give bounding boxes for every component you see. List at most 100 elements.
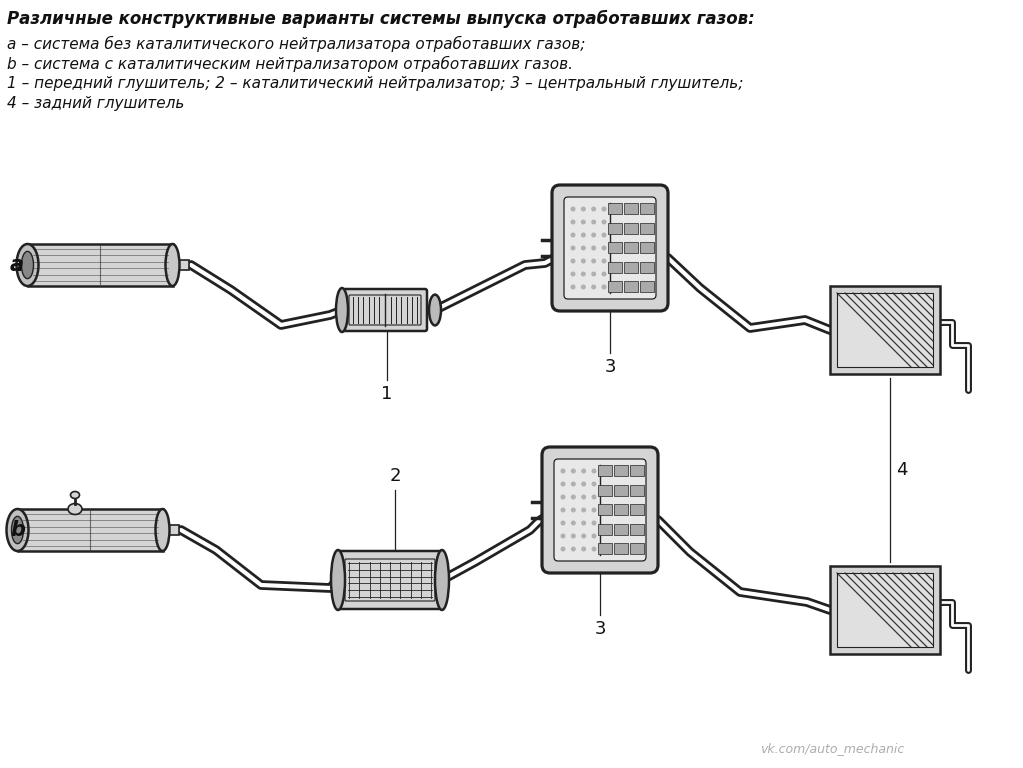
Ellipse shape <box>581 495 586 499</box>
Ellipse shape <box>591 495 596 499</box>
Ellipse shape <box>591 272 596 276</box>
Ellipse shape <box>429 295 441 326</box>
Bar <box>598 485 612 495</box>
Ellipse shape <box>581 534 586 538</box>
Bar <box>630 485 644 495</box>
Text: b – система с каталитическим нейтрализатором отработавших газов.: b – система с каталитическим нейтрализат… <box>7 56 573 72</box>
Text: b: b <box>10 520 25 540</box>
Bar <box>598 504 612 515</box>
Ellipse shape <box>561 547 566 551</box>
Ellipse shape <box>71 492 80 498</box>
Ellipse shape <box>581 468 586 474</box>
Text: 3: 3 <box>605 358 616 376</box>
Ellipse shape <box>11 516 24 544</box>
Ellipse shape <box>561 534 566 538</box>
Ellipse shape <box>581 246 586 250</box>
Text: 4 – задний глушитель: 4 – задний глушитель <box>7 96 184 111</box>
Ellipse shape <box>571 220 576 224</box>
Text: Различные конструктивные варианты системы выпуска отработавших газов:: Различные конструктивные варианты систем… <box>7 10 755 28</box>
Ellipse shape <box>571 207 576 211</box>
Bar <box>608 281 622 292</box>
Ellipse shape <box>581 482 586 486</box>
Ellipse shape <box>571 534 576 538</box>
Ellipse shape <box>591 284 596 290</box>
Ellipse shape <box>561 521 566 525</box>
Bar <box>614 504 628 515</box>
Ellipse shape <box>571 284 576 290</box>
Ellipse shape <box>591 547 596 551</box>
Text: 3: 3 <box>594 620 606 638</box>
Ellipse shape <box>6 509 29 551</box>
Bar <box>640 261 654 273</box>
Ellipse shape <box>602 246 607 250</box>
Ellipse shape <box>591 233 596 237</box>
Ellipse shape <box>21 251 34 279</box>
Ellipse shape <box>581 284 586 290</box>
Ellipse shape <box>581 220 586 224</box>
Ellipse shape <box>602 220 607 224</box>
Ellipse shape <box>581 272 586 276</box>
Ellipse shape <box>68 504 82 515</box>
Bar <box>17 509 163 551</box>
Ellipse shape <box>591 468 596 474</box>
Bar <box>598 524 612 535</box>
Bar <box>630 465 644 476</box>
Ellipse shape <box>581 508 586 512</box>
Ellipse shape <box>561 468 566 474</box>
FancyBboxPatch shape <box>343 289 427 331</box>
Ellipse shape <box>591 508 596 512</box>
Bar <box>630 504 644 515</box>
Bar <box>614 543 628 554</box>
Bar <box>837 293 933 367</box>
Text: 2: 2 <box>389 467 401 485</box>
Ellipse shape <box>602 207 607 211</box>
Bar <box>630 524 644 535</box>
FancyBboxPatch shape <box>554 459 646 561</box>
Bar <box>171 260 188 270</box>
Ellipse shape <box>571 246 576 250</box>
Bar <box>630 543 644 554</box>
Bar <box>598 465 612 476</box>
Ellipse shape <box>581 233 586 237</box>
Bar <box>624 242 638 253</box>
FancyBboxPatch shape <box>337 551 443 609</box>
Ellipse shape <box>16 244 39 286</box>
Bar <box>614 465 628 476</box>
Ellipse shape <box>155 509 170 551</box>
Ellipse shape <box>166 244 179 286</box>
Ellipse shape <box>591 482 596 486</box>
Ellipse shape <box>602 284 607 290</box>
FancyBboxPatch shape <box>564 197 656 299</box>
Ellipse shape <box>591 207 596 211</box>
Ellipse shape <box>591 534 596 538</box>
Ellipse shape <box>571 468 576 474</box>
Bar <box>640 223 654 233</box>
Ellipse shape <box>571 482 576 486</box>
Ellipse shape <box>561 508 566 512</box>
Bar <box>830 566 940 654</box>
Bar <box>640 242 654 253</box>
Ellipse shape <box>571 547 576 551</box>
Bar <box>624 281 638 292</box>
Ellipse shape <box>591 246 596 250</box>
Bar <box>608 242 622 253</box>
Bar <box>608 223 622 233</box>
Bar <box>608 203 622 214</box>
Ellipse shape <box>602 272 607 276</box>
Bar <box>830 286 940 374</box>
Text: а – система без каталитического нейтрализатора отработавших газов;: а – система без каталитического нейтрали… <box>7 36 585 52</box>
Ellipse shape <box>571 259 576 263</box>
Ellipse shape <box>561 482 566 486</box>
Text: vk.com/auto_mechanic: vk.com/auto_mechanic <box>760 742 904 755</box>
Bar <box>624 223 638 233</box>
Bar <box>28 244 173 286</box>
Bar <box>640 281 654 292</box>
Ellipse shape <box>571 495 576 499</box>
Ellipse shape <box>581 259 586 263</box>
Ellipse shape <box>561 495 566 499</box>
FancyBboxPatch shape <box>552 185 668 311</box>
Ellipse shape <box>602 233 607 237</box>
Ellipse shape <box>591 259 596 263</box>
Ellipse shape <box>591 220 596 224</box>
Ellipse shape <box>602 259 607 263</box>
